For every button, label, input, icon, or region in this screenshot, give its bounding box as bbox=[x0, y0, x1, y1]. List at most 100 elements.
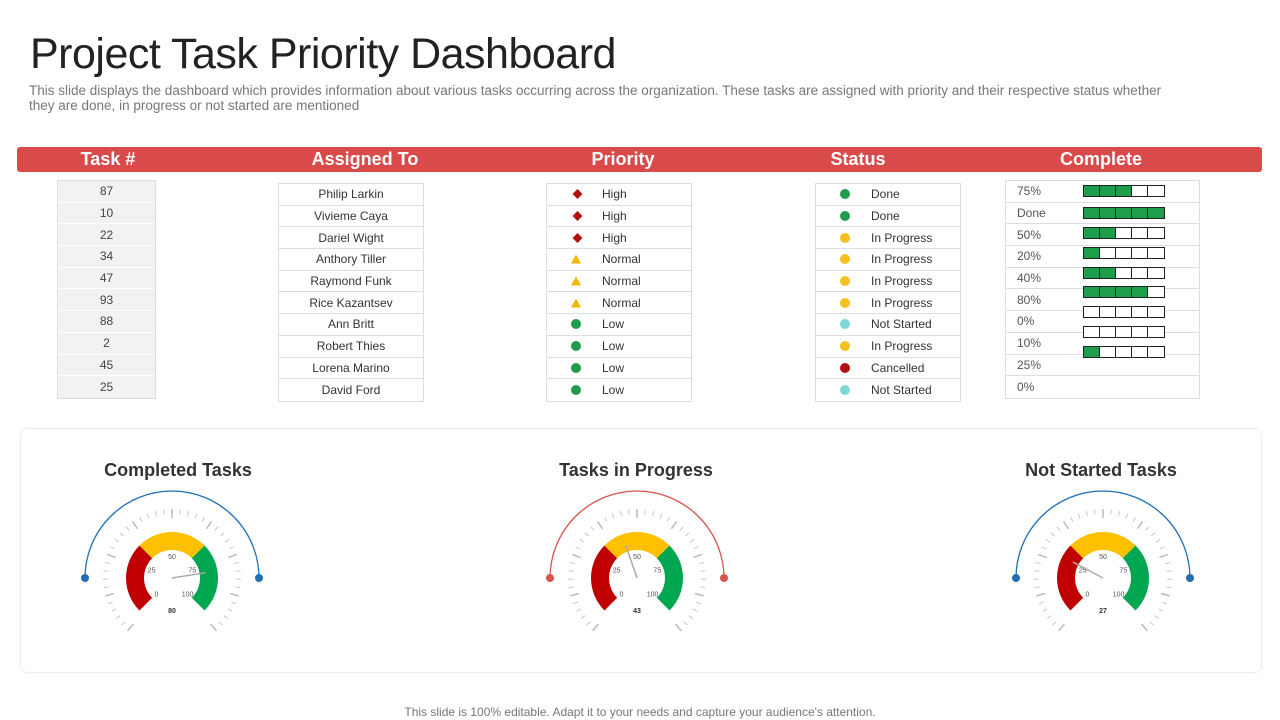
table-row: Normal bbox=[547, 271, 691, 293]
gauge-tick bbox=[119, 532, 124, 537]
gauge-tick bbox=[1041, 546, 1047, 550]
header-priority: Priority bbox=[591, 149, 655, 169]
gauge-value: 80 bbox=[168, 608, 176, 615]
high-band bbox=[191, 545, 219, 611]
gauge-tick bbox=[1070, 516, 1074, 522]
gauges-panel bbox=[20, 428, 1262, 673]
assignee-name: Philip Larkin bbox=[318, 187, 384, 202]
gauge-tick-label: 0 bbox=[154, 592, 158, 599]
low-band bbox=[126, 545, 153, 611]
status-label: In Progress bbox=[871, 252, 933, 267]
gauge-tick-label: 100 bbox=[1113, 592, 1125, 599]
priority-label: Normal bbox=[602, 252, 641, 267]
assigned-to-column: Philip Larkin Vivieme Caya Dariel Wight Ant… bbox=[278, 183, 424, 402]
gauge-tick bbox=[1145, 526, 1150, 531]
progress-bar bbox=[1083, 246, 1165, 259]
gauge-tick bbox=[1035, 562, 1041, 564]
table-row: Philip Larkin bbox=[279, 184, 423, 206]
arc-end-dot bbox=[81, 574, 89, 582]
gauge-title: Completed Tasks bbox=[104, 460, 252, 480]
table-row: 2 bbox=[58, 332, 155, 355]
status-column: Done Done In Progress In Progress In Progres… bbox=[815, 183, 961, 402]
gauge-tick bbox=[1136, 521, 1144, 530]
assignee-name: David Ford bbox=[321, 383, 381, 398]
gauge-tick bbox=[584, 532, 589, 537]
priority-label: Low bbox=[602, 360, 625, 375]
gauge-tick bbox=[693, 546, 699, 550]
gauge-tick bbox=[679, 526, 684, 531]
low-priority-icon bbox=[571, 319, 581, 330]
gauge-tick bbox=[611, 513, 615, 519]
gauge-tick bbox=[1166, 586, 1172, 588]
progress-bar bbox=[1083, 266, 1165, 279]
gauge-tick bbox=[1159, 546, 1165, 550]
gauge-tick bbox=[644, 509, 646, 515]
complete-column: 75% Done 50% 20% 40% 80% 0% 10% 25% 0% bbox=[1005, 180, 1200, 399]
arc-end-dot bbox=[546, 574, 554, 582]
gauge-tick bbox=[1118, 510, 1121, 516]
complete-label: 40% bbox=[1017, 271, 1042, 286]
task-number-column: 87 10 22 34 47 93 88 2 45 25 bbox=[57, 180, 156, 399]
gauge-tick bbox=[103, 570, 109, 572]
table-row: Anthory Tiller bbox=[279, 249, 423, 271]
table-row: Done bbox=[1006, 203, 1199, 225]
outer-arc bbox=[1015, 490, 1191, 579]
status-dot-icon bbox=[840, 211, 850, 222]
gauge-tick bbox=[568, 586, 574, 588]
gauge-tick bbox=[218, 621, 223, 626]
gauge-tick bbox=[700, 570, 706, 572]
gauge-tick bbox=[694, 592, 704, 597]
not-started-gauge: 0 25 50 75 100 27 bbox=[1012, 490, 1194, 632]
assignee-name: Ann Britt bbox=[327, 317, 375, 332]
assignee-name: Lorena Marino bbox=[312, 360, 390, 375]
complete-label: 25% bbox=[1017, 357, 1042, 372]
high-priority-icon bbox=[572, 189, 583, 200]
gauge-tick bbox=[586, 621, 591, 626]
gauge-tick bbox=[1159, 553, 1169, 559]
progress-bar bbox=[1083, 326, 1165, 338]
header-complete: Complete bbox=[1059, 149, 1143, 169]
gauge-tick bbox=[1037, 553, 1047, 559]
status-label: Done bbox=[871, 187, 900, 202]
priority-label: High bbox=[602, 209, 627, 224]
gauge-tick bbox=[670, 521, 678, 530]
gauge-tick bbox=[688, 615, 694, 619]
table-row: 75% bbox=[1006, 181, 1199, 203]
gauge-needle bbox=[1072, 561, 1104, 579]
status-dot-icon bbox=[840, 254, 850, 265]
gauge-tick-label: 0 bbox=[1085, 592, 1089, 599]
progress-bar bbox=[1083, 226, 1165, 239]
gauge-tick bbox=[1158, 608, 1164, 612]
status-dot-icon bbox=[840, 189, 850, 200]
gauge-tick bbox=[1034, 570, 1040, 572]
assignee-name: Robert Thies bbox=[316, 339, 386, 354]
table-row: High bbox=[547, 184, 691, 206]
gauge-tick bbox=[114, 539, 120, 543]
gauge-tick bbox=[131, 521, 139, 530]
table-row: 47 bbox=[58, 267, 155, 290]
gauge-tick bbox=[1045, 539, 1051, 543]
gauge-tick bbox=[110, 546, 116, 550]
low-priority-icon bbox=[571, 341, 581, 352]
table-row: In Progress bbox=[816, 249, 960, 271]
gauge-tick bbox=[1036, 592, 1046, 597]
table-row: Dariel Wight bbox=[279, 227, 423, 250]
gauge-tick bbox=[163, 509, 165, 515]
complete-label: 80% bbox=[1017, 292, 1042, 307]
gauge-tick bbox=[1155, 539, 1161, 543]
complete-label: 10% bbox=[1017, 336, 1042, 351]
table-row: Lorena Marino bbox=[279, 358, 423, 380]
table-row: 10 bbox=[58, 202, 155, 225]
gauge-tick bbox=[154, 510, 157, 516]
low-priority-icon bbox=[571, 362, 581, 373]
table-row: In Progress bbox=[816, 271, 960, 293]
gauge-title: Not Started Tasks bbox=[1025, 460, 1177, 480]
status-dot-icon bbox=[840, 385, 850, 396]
gauge-tick bbox=[571, 553, 581, 559]
gauge-tick-label: 25 bbox=[1079, 568, 1087, 575]
gauge-tick bbox=[689, 539, 695, 543]
priority-label: Normal bbox=[602, 295, 641, 310]
table-row: Low bbox=[547, 358, 691, 380]
status-label: Cancelled bbox=[871, 360, 925, 375]
gauge-tick bbox=[1042, 608, 1048, 612]
